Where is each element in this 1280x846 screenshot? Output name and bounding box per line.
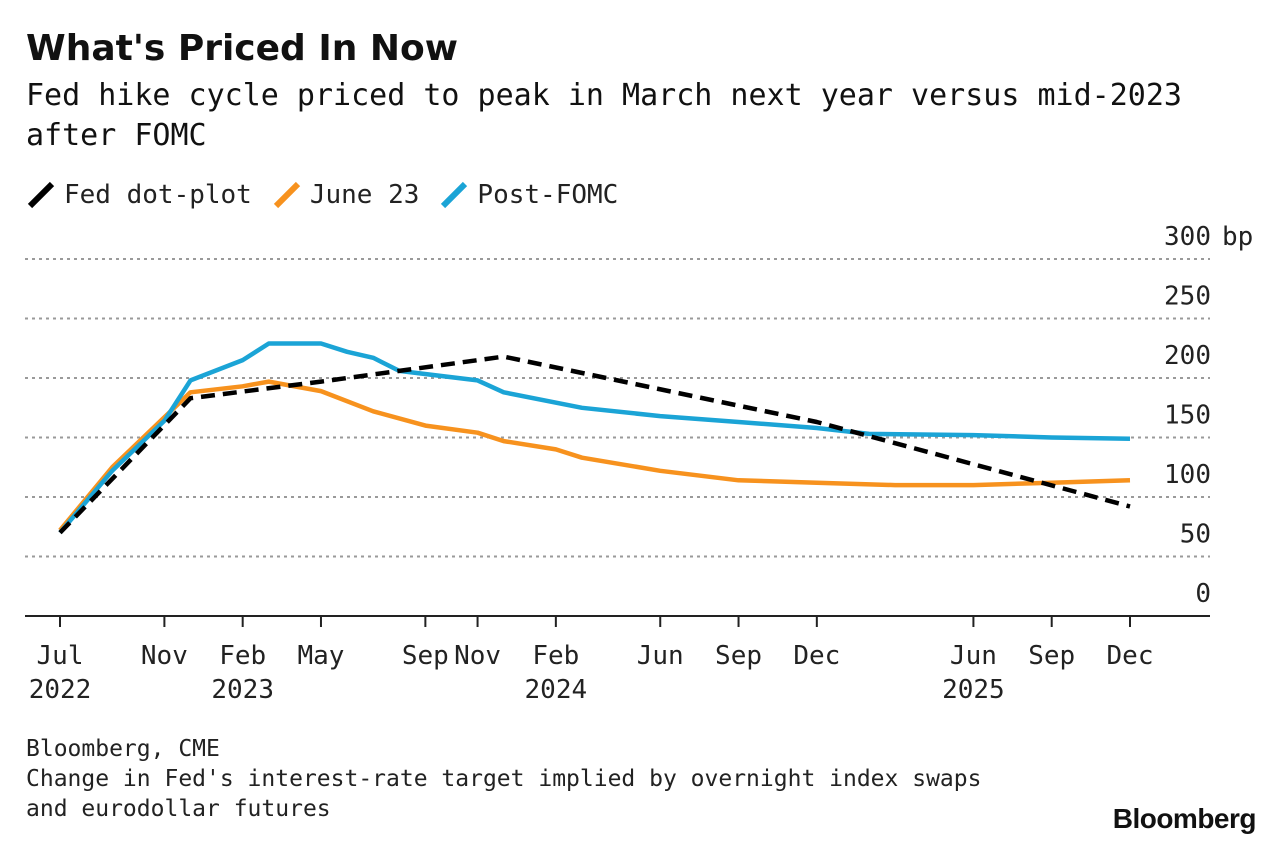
x-tick-label: Feb [219, 641, 266, 671]
y-tick-label: 300 [1164, 222, 1211, 252]
x-tick-label: Jun [950, 641, 997, 671]
x-tick-label: Dec [1107, 641, 1154, 671]
series-line-fed-dot-plot [58, 354, 1131, 535]
y-tick-label: 50 [1180, 520, 1211, 550]
x-tick-label: Sep [1028, 641, 1075, 671]
chart-legend: Fed dot-plot June 23 Post-FOMC [26, 180, 638, 210]
legend-swatch-icon [273, 181, 300, 209]
footnote-text: Change in Fed's interest-rate target imp… [26, 766, 982, 822]
y-tick-label: 0 [1195, 579, 1211, 609]
x-tick-label: Sep [402, 641, 449, 671]
x-tick-year-label: 2023 [211, 675, 274, 705]
x-tick-label: Nov [454, 641, 501, 671]
series-line-june-23 [58, 379, 1131, 532]
legend-swatch-icon [27, 181, 55, 209]
legend-item-post-fomc: Post-FOMC [439, 180, 618, 210]
legend-item-june-23: June 23 [272, 180, 420, 210]
y-unit-label: bp [1222, 222, 1253, 252]
legend-label: Fed dot-plot [64, 180, 252, 210]
legend-swatch-icon [441, 181, 468, 209]
y-tick-label: 100 [1164, 460, 1211, 490]
legend-item-fed-dot-plot: Fed dot-plot [26, 180, 252, 210]
x-tick-label: Sep [715, 641, 762, 671]
chart-subtitle: Fed hike cycle priced to peak in March n… [26, 78, 1182, 153]
chart-footer: Bloomberg, CME Change in Fed's interest-… [26, 734, 986, 824]
x-tick-year-label: 2024 [525, 675, 588, 705]
source-text: Bloomberg, CME [26, 736, 220, 762]
x-tick-label: May [297, 641, 344, 671]
legend-label: June 23 [309, 180, 420, 210]
legend-label: Post-FOMC [477, 180, 619, 210]
x-tick-label: Dec [793, 641, 840, 671]
chart-title: What's Priced In Now [26, 28, 459, 69]
y-tick-label: 150 [1164, 401, 1211, 431]
x-tick-label: Feb [532, 641, 579, 671]
y-tick-label: 250 [1164, 282, 1211, 312]
x-tick-label: Jun [637, 641, 684, 671]
x-tick-label: Nov [141, 641, 188, 671]
bloomberg-logo: Bloomberg [1112, 803, 1257, 834]
x-tick-label: Jul [37, 641, 84, 671]
y-tick-label: 200 [1164, 341, 1211, 371]
x-tick-year-label: 2025 [942, 675, 1005, 705]
x-tick-year-label: 2022 [29, 675, 92, 705]
